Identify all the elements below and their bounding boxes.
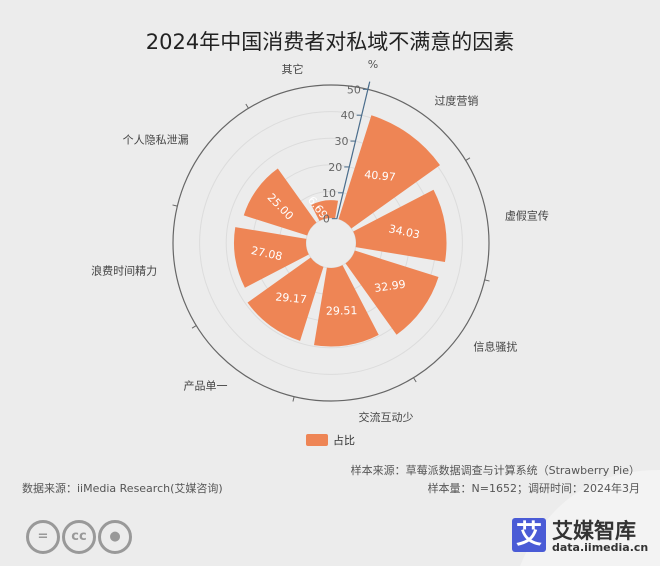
- radial-tick-label: 0: [323, 213, 330, 226]
- radial-tick-label: 50: [347, 83, 361, 96]
- angle-tick: [413, 377, 417, 383]
- radial-tick-label: 20: [328, 161, 342, 174]
- category-label: 其它: [281, 62, 303, 76]
- angle-tick: [292, 396, 295, 402]
- legend-swatch: [306, 434, 328, 446]
- brand-name: 艾媒智库: [552, 519, 636, 543]
- radial-axis-unit: %: [368, 58, 378, 71]
- data-label: 27.08: [250, 244, 284, 263]
- bar-个人隐私泄漏: [243, 168, 317, 236]
- category-label: 过度营销: [434, 94, 478, 108]
- bar-虚假宣传: [353, 189, 447, 262]
- radial-tick-label: 30: [334, 135, 348, 148]
- radial-axis: [336, 81, 371, 219]
- category-label: 产品单一: [184, 378, 228, 392]
- data-label: 29.17: [275, 290, 308, 306]
- angle-tick: [484, 279, 490, 282]
- chart-title: 2024年中国消费者对私域不满意的因素: [145, 30, 515, 54]
- cc-icon: cc: [62, 520, 96, 554]
- grid-circle: [172, 84, 490, 402]
- angle-tick: [245, 103, 249, 109]
- bar-其它: [311, 200, 339, 221]
- legend-label: 占比: [333, 433, 355, 447]
- category-label: 个人隐私泄漏: [123, 134, 189, 147]
- brand-url: data.iimedia.cn: [552, 541, 649, 554]
- radial-tick-label: 10: [322, 187, 336, 200]
- by-icon: ●: [98, 520, 132, 554]
- grid-circle: [305, 217, 357, 269]
- sample-source: 样本来源：草莓派数据调查与计算系统（Strawberry Pie）: [350, 464, 640, 477]
- category-label: 交流互动少: [359, 410, 414, 424]
- category-label: 浪费时间精力: [91, 264, 157, 278]
- data-label: 29.51: [326, 304, 358, 318]
- bar-产品单一: [247, 257, 324, 341]
- data-label: 32.99: [374, 278, 407, 295]
- background-curve: [520, 470, 660, 566]
- data-label: 40.97: [364, 168, 397, 184]
- data-source: 数据来源：iiMedia Research(艾媒咨询): [22, 482, 223, 495]
- angle-tick: [172, 204, 178, 207]
- bar-过度营销: [338, 115, 441, 229]
- nd-icon: =: [26, 520, 60, 554]
- radial-tick-label: 40: [341, 109, 355, 122]
- sample-info: 样本量：N=1652；调研时间：2024年3月: [427, 482, 640, 495]
- bar-交流互动少: [314, 265, 379, 347]
- category-label: 信息骚扰: [473, 339, 517, 353]
- bar-浪费时间精力: [233, 227, 309, 288]
- bar-信息骚扰: [345, 250, 439, 335]
- grid-circle: [199, 111, 463, 375]
- data-label: 34.03: [387, 222, 421, 241]
- angle-tick: [191, 325, 197, 329]
- category-label: 虚假宣传: [505, 208, 549, 222]
- angle-tick: [465, 157, 471, 161]
- brand-logo: 艾: [512, 518, 546, 552]
